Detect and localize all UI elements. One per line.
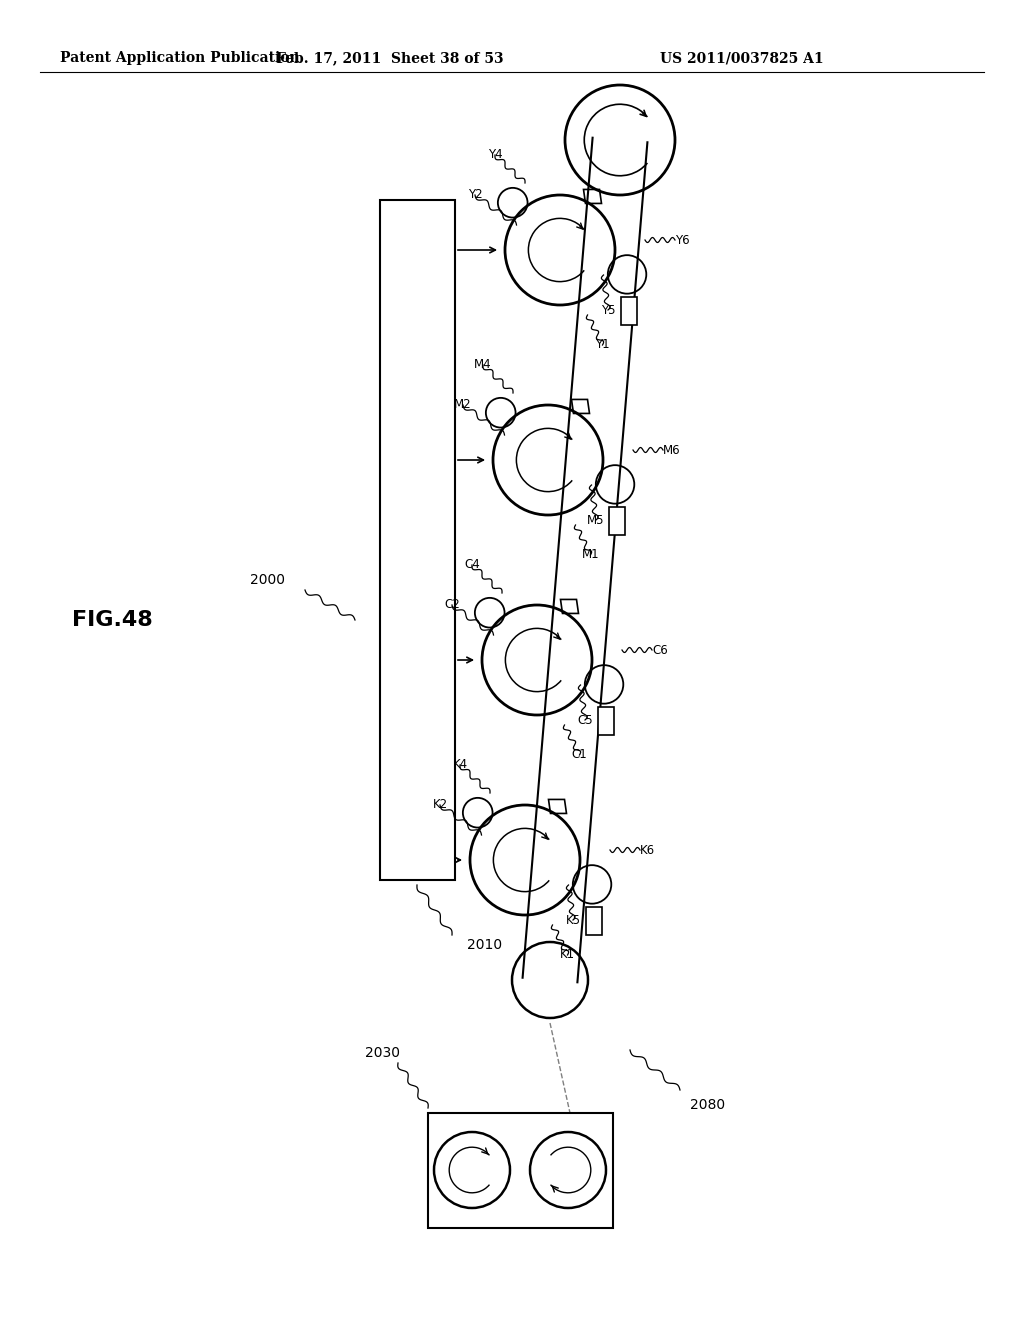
Text: Y2: Y2 <box>468 189 482 202</box>
Text: M1: M1 <box>582 549 599 561</box>
Text: 2030: 2030 <box>366 1045 400 1060</box>
Text: M6: M6 <box>663 444 681 457</box>
Text: K5: K5 <box>565 913 581 927</box>
Text: 2000: 2000 <box>250 573 285 587</box>
Text: Y4: Y4 <box>487 149 503 161</box>
Text: Feb. 17, 2011  Sheet 38 of 53: Feb. 17, 2011 Sheet 38 of 53 <box>276 51 504 65</box>
Text: Y6: Y6 <box>675 234 689 247</box>
Text: C1: C1 <box>571 748 588 762</box>
Text: 2010: 2010 <box>467 939 502 952</box>
Text: Y5: Y5 <box>601 304 615 317</box>
Text: C5: C5 <box>578 714 593 726</box>
Text: M5: M5 <box>587 513 605 527</box>
Text: K1: K1 <box>560 949 575 961</box>
Text: C2: C2 <box>444 598 460 611</box>
Text: M4: M4 <box>474 359 492 371</box>
Bar <box>609 507 626 536</box>
Text: K2: K2 <box>432 799 447 812</box>
Text: C6: C6 <box>652 644 668 656</box>
Bar <box>622 297 637 325</box>
Text: 2080: 2080 <box>690 1098 725 1111</box>
Text: Y1: Y1 <box>595 338 610 351</box>
Text: M2: M2 <box>455 399 472 412</box>
Text: US 2011/0037825 A1: US 2011/0037825 A1 <box>660 51 823 65</box>
Text: K4: K4 <box>453 759 468 771</box>
Text: FIG.48: FIG.48 <box>72 610 153 630</box>
Bar <box>428 1113 613 1228</box>
Text: Patent Application Publication: Patent Application Publication <box>60 51 300 65</box>
Bar <box>587 907 602 936</box>
Text: K6: K6 <box>640 843 655 857</box>
Bar <box>380 201 455 880</box>
Bar <box>598 708 614 735</box>
Text: C4: C4 <box>464 558 480 572</box>
